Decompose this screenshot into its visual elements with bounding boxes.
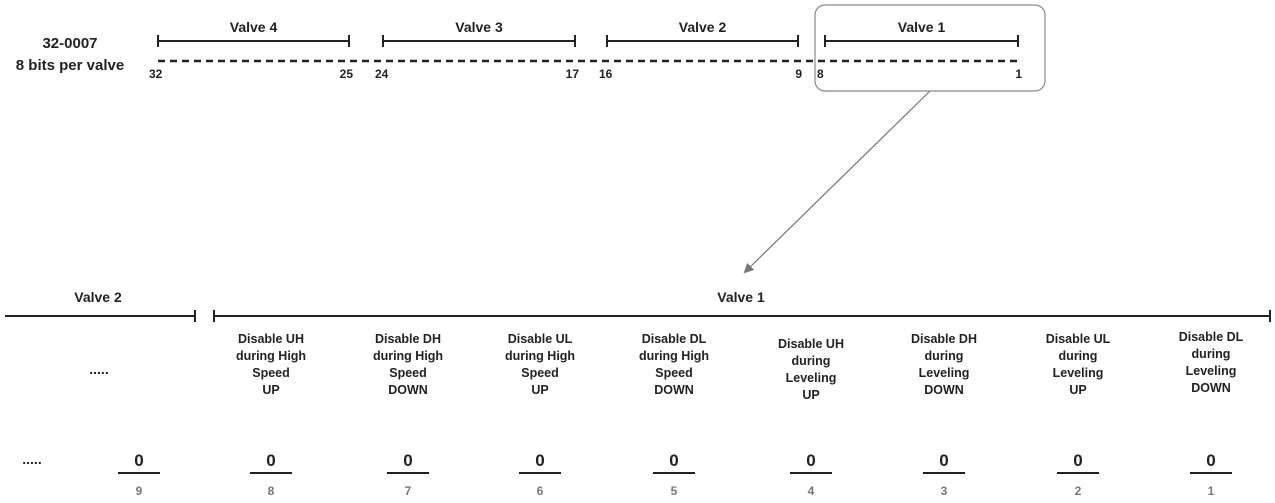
- bit-5-description-line: Disable DL: [642, 332, 707, 346]
- valve-4-label: Valve 4: [230, 19, 278, 35]
- bit-3-cell: Disable DH during Leveling DOWN 0 3: [911, 332, 977, 498]
- bit-5-description-line: Speed: [655, 366, 693, 380]
- bit-3-description-line: Leveling: [919, 366, 970, 380]
- bit-2-description-line: UP: [1069, 383, 1086, 397]
- bit-3-number: 3: [941, 484, 948, 498]
- description-ellipsis: .....: [89, 361, 108, 377]
- value-ellipsis: .....: [22, 451, 41, 467]
- bit-4-number: 4: [808, 484, 815, 498]
- valve-1-group: Valve 1 8 1: [817, 19, 1022, 81]
- bit-9-number: 9: [136, 484, 143, 498]
- bit-6-description-line: Disable UL: [508, 332, 573, 346]
- bit-7-description-line: during High: [373, 349, 443, 363]
- valve-2-detail-label: Valve 2: [74, 289, 122, 305]
- valve-4-group: Valve 4 32 25: [149, 19, 353, 81]
- bit-4-description-line: Disable UH: [778, 337, 844, 351]
- bit-1-cell: Disable DL during Leveling DOWN 0 1: [1179, 330, 1244, 498]
- bit-8-value: 0: [266, 451, 275, 470]
- bit-6-description-line: Speed: [521, 366, 559, 380]
- bit-8-cell: Disable UH during High Speed UP 0 8: [236, 332, 306, 498]
- valve-3-end-bit: 17: [566, 67, 580, 81]
- bit-9-value: 0: [134, 451, 143, 470]
- zoom-arrow: [743, 90, 931, 274]
- valve-1-start-bit: 8: [817, 67, 824, 81]
- valve-2-end-bit: 9: [795, 67, 802, 81]
- bit-3-description-line: during: [925, 349, 964, 363]
- bit-4-description-line: during: [792, 354, 831, 368]
- bit-columns: Disable UH during High Speed UP 0 8 Disable DH…: [236, 330, 1244, 498]
- bit-4-cell: Disable UH during Leveling UP 0 4: [778, 337, 844, 498]
- bit-1-description-line: DOWN: [1191, 381, 1231, 395]
- valve-3-label: Valve 3: [455, 19, 503, 35]
- bit-6-number: 6: [537, 484, 544, 498]
- bit-2-description-line: during: [1059, 349, 1098, 363]
- bit-4-description-line: Leveling: [786, 371, 837, 385]
- bit-5-cell: Disable DL during High Speed DOWN 0 5: [639, 332, 709, 498]
- bit-5-number: 5: [671, 484, 678, 498]
- bit-2-number: 2: [1075, 484, 1082, 498]
- bit-8-number: 8: [268, 484, 275, 498]
- valve-4-start-bit: 32: [149, 67, 163, 81]
- bit-6-description-line: during High: [505, 349, 575, 363]
- valve-1-highlight-box: [814, 4, 1046, 92]
- bit-2-description-line: Disable UL: [1046, 332, 1111, 346]
- bit-8-description-line: UP: [262, 383, 279, 397]
- valve-1-detail-label: Valve 1: [717, 289, 765, 305]
- top-valve-groups: Valve 4 32 25 Valve 3 24 17 Valve 2 16 9 Valve 1 8…: [149, 19, 1022, 81]
- bit-1-value: 0: [1206, 451, 1215, 470]
- bit-6-cell: Disable UL during High Speed UP 0 6: [505, 332, 575, 498]
- register-id: 32-0007: [42, 35, 97, 52]
- bit-8-description-line: during High: [236, 349, 306, 363]
- bit-2-value: 0: [1073, 451, 1082, 470]
- valve-2-group: Valve 2 16 9: [599, 19, 802, 81]
- bit-3-description-line: DOWN: [924, 383, 964, 397]
- bit-7-cell: Disable DH during High Speed DOWN 0 7: [373, 332, 443, 498]
- bit-1-number: 1: [1208, 484, 1215, 498]
- bit-1-description-line: during: [1192, 347, 1231, 361]
- bit-3-description-line: Disable DH: [911, 332, 977, 346]
- valve-2-label: Valve 2: [679, 19, 727, 35]
- valve-3-start-bit: 24: [375, 67, 389, 81]
- bit-9-cell: 0 9: [118, 451, 160, 498]
- bit-4-description-line: UP: [802, 388, 819, 402]
- bit-6-value: 0: [535, 451, 544, 470]
- bit-1-description-line: Leveling: [1186, 364, 1237, 378]
- valve-3-group: Valve 3 24 17: [375, 19, 579, 81]
- bit-5-description-line: DOWN: [654, 383, 694, 397]
- valve-1-end-bit: 1: [1015, 67, 1022, 81]
- bit-6-description-line: UP: [531, 383, 548, 397]
- bit-4-value: 0: [806, 451, 815, 470]
- valve-4-end-bit: 25: [340, 67, 354, 81]
- valve-1-label: Valve 1: [898, 19, 946, 35]
- bits-per-valve-note: 8 bits per valve: [16, 57, 124, 74]
- bit-3-value: 0: [939, 451, 948, 470]
- bit-1-description-line: Disable DL: [1179, 330, 1244, 344]
- bit-8-description-line: Disable UH: [238, 332, 304, 346]
- bit-7-value: 0: [403, 451, 412, 470]
- valve-2-start-bit: 16: [599, 67, 613, 81]
- bit-5-value: 0: [669, 451, 678, 470]
- bit-7-description-line: DOWN: [388, 383, 428, 397]
- bit-7-number: 7: [405, 484, 412, 498]
- bit-7-description-line: Disable DH: [375, 332, 441, 346]
- bit-8-description-line: Speed: [252, 366, 290, 380]
- bit-7-description-line: Speed: [389, 366, 427, 380]
- bit-2-cell: Disable UL during Leveling UP 0 2: [1046, 332, 1111, 498]
- bit-2-description-line: Leveling: [1053, 366, 1104, 380]
- bit-5-description-line: during High: [639, 349, 709, 363]
